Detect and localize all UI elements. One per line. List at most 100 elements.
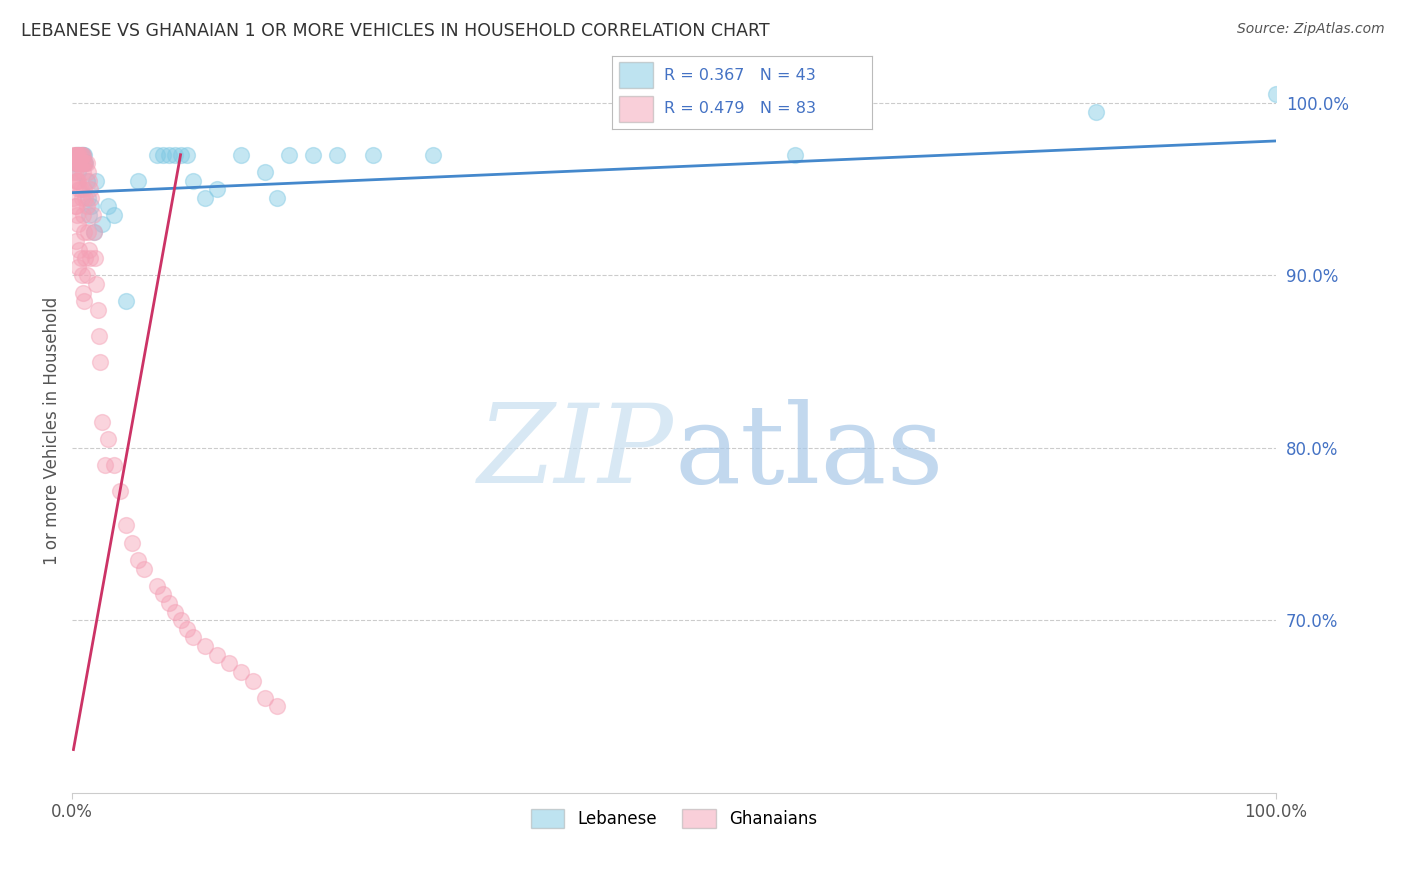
Point [73,294,96,309]
Point [69,147,91,161]
Point [69,156,91,170]
Y-axis label: 1 or more Vehicles in Household: 1 or more Vehicles in Household [44,296,60,565]
Point [69,182,91,196]
Point [1265,87,1288,102]
Point [70,147,93,161]
Point [422,147,444,161]
Point [70,147,93,161]
Point [67,156,90,170]
Point [84,277,107,291]
Text: LEBANESE VS GHANAIAN 1 OR MORE VEHICLES IN HOUSEHOLD CORRELATION CHART: LEBANESE VS GHANAIAN 1 OR MORE VEHICLES … [21,22,769,40]
Point [361,147,384,161]
Point [67,147,90,161]
Point [79,182,101,196]
Point [91,415,114,429]
Point [65,147,87,161]
Point [163,147,186,161]
Point [181,173,204,187]
Point [73,225,96,239]
Point [91,217,114,231]
Point [77,225,100,239]
Point [80,199,103,213]
Point [783,147,806,161]
Point [75,191,97,205]
Point [84,173,107,187]
Point [277,147,299,161]
Point [63,156,86,170]
Point [86,302,108,317]
Legend: Lebanese, Ghanaians: Lebanese, Ghanaians [524,803,824,835]
FancyBboxPatch shape [620,62,654,88]
Point [69,243,91,257]
Point [63,147,86,161]
Point [66,156,89,170]
Point [65,147,87,161]
Point [75,156,97,170]
Text: atlas: atlas [673,399,943,506]
Point [72,165,94,179]
Point [65,156,87,170]
Point [76,156,98,170]
Point [266,699,288,714]
Point [87,328,110,343]
Point [67,217,90,231]
Point [72,208,94,222]
Point [169,613,191,627]
Point [80,191,103,205]
Point [62,147,84,161]
Text: R = 0.479   N = 83: R = 0.479 N = 83 [664,102,815,116]
Point [1084,104,1107,119]
Point [152,587,174,601]
Point [115,294,138,309]
Point [145,579,167,593]
Point [76,173,98,187]
Text: Source: ZipAtlas.com: Source: ZipAtlas.com [1237,22,1385,37]
Point [69,156,91,170]
Point [65,199,87,213]
Point [157,596,180,610]
Point [89,354,111,368]
Point [69,182,91,196]
Point [77,173,100,187]
Point [229,665,252,679]
Point [83,225,105,239]
Point [77,243,100,257]
Point [127,173,149,187]
Point [110,483,132,498]
Point [115,518,138,533]
Point [73,156,96,170]
Point [266,191,288,205]
Point [79,251,101,265]
Point [152,147,174,161]
Point [194,191,217,205]
Point [69,147,91,161]
Point [66,208,89,222]
Point [163,605,186,619]
Point [62,191,84,205]
Point [103,458,125,472]
Point [84,251,107,265]
Point [65,173,87,187]
Point [70,191,93,205]
Point [66,147,89,161]
Point [93,458,115,472]
Point [97,432,120,446]
Point [326,147,349,161]
Point [73,147,96,161]
Point [72,285,94,300]
Point [67,147,90,161]
Point [69,147,91,161]
Point [67,173,90,187]
Point [63,199,86,213]
FancyBboxPatch shape [620,95,654,122]
Point [75,251,97,265]
Point [121,535,143,549]
Point [67,165,90,179]
Point [176,622,198,636]
Point [181,631,204,645]
Point [229,147,252,161]
Point [70,268,93,283]
Point [75,156,97,170]
Point [83,225,105,239]
Point [66,156,89,170]
